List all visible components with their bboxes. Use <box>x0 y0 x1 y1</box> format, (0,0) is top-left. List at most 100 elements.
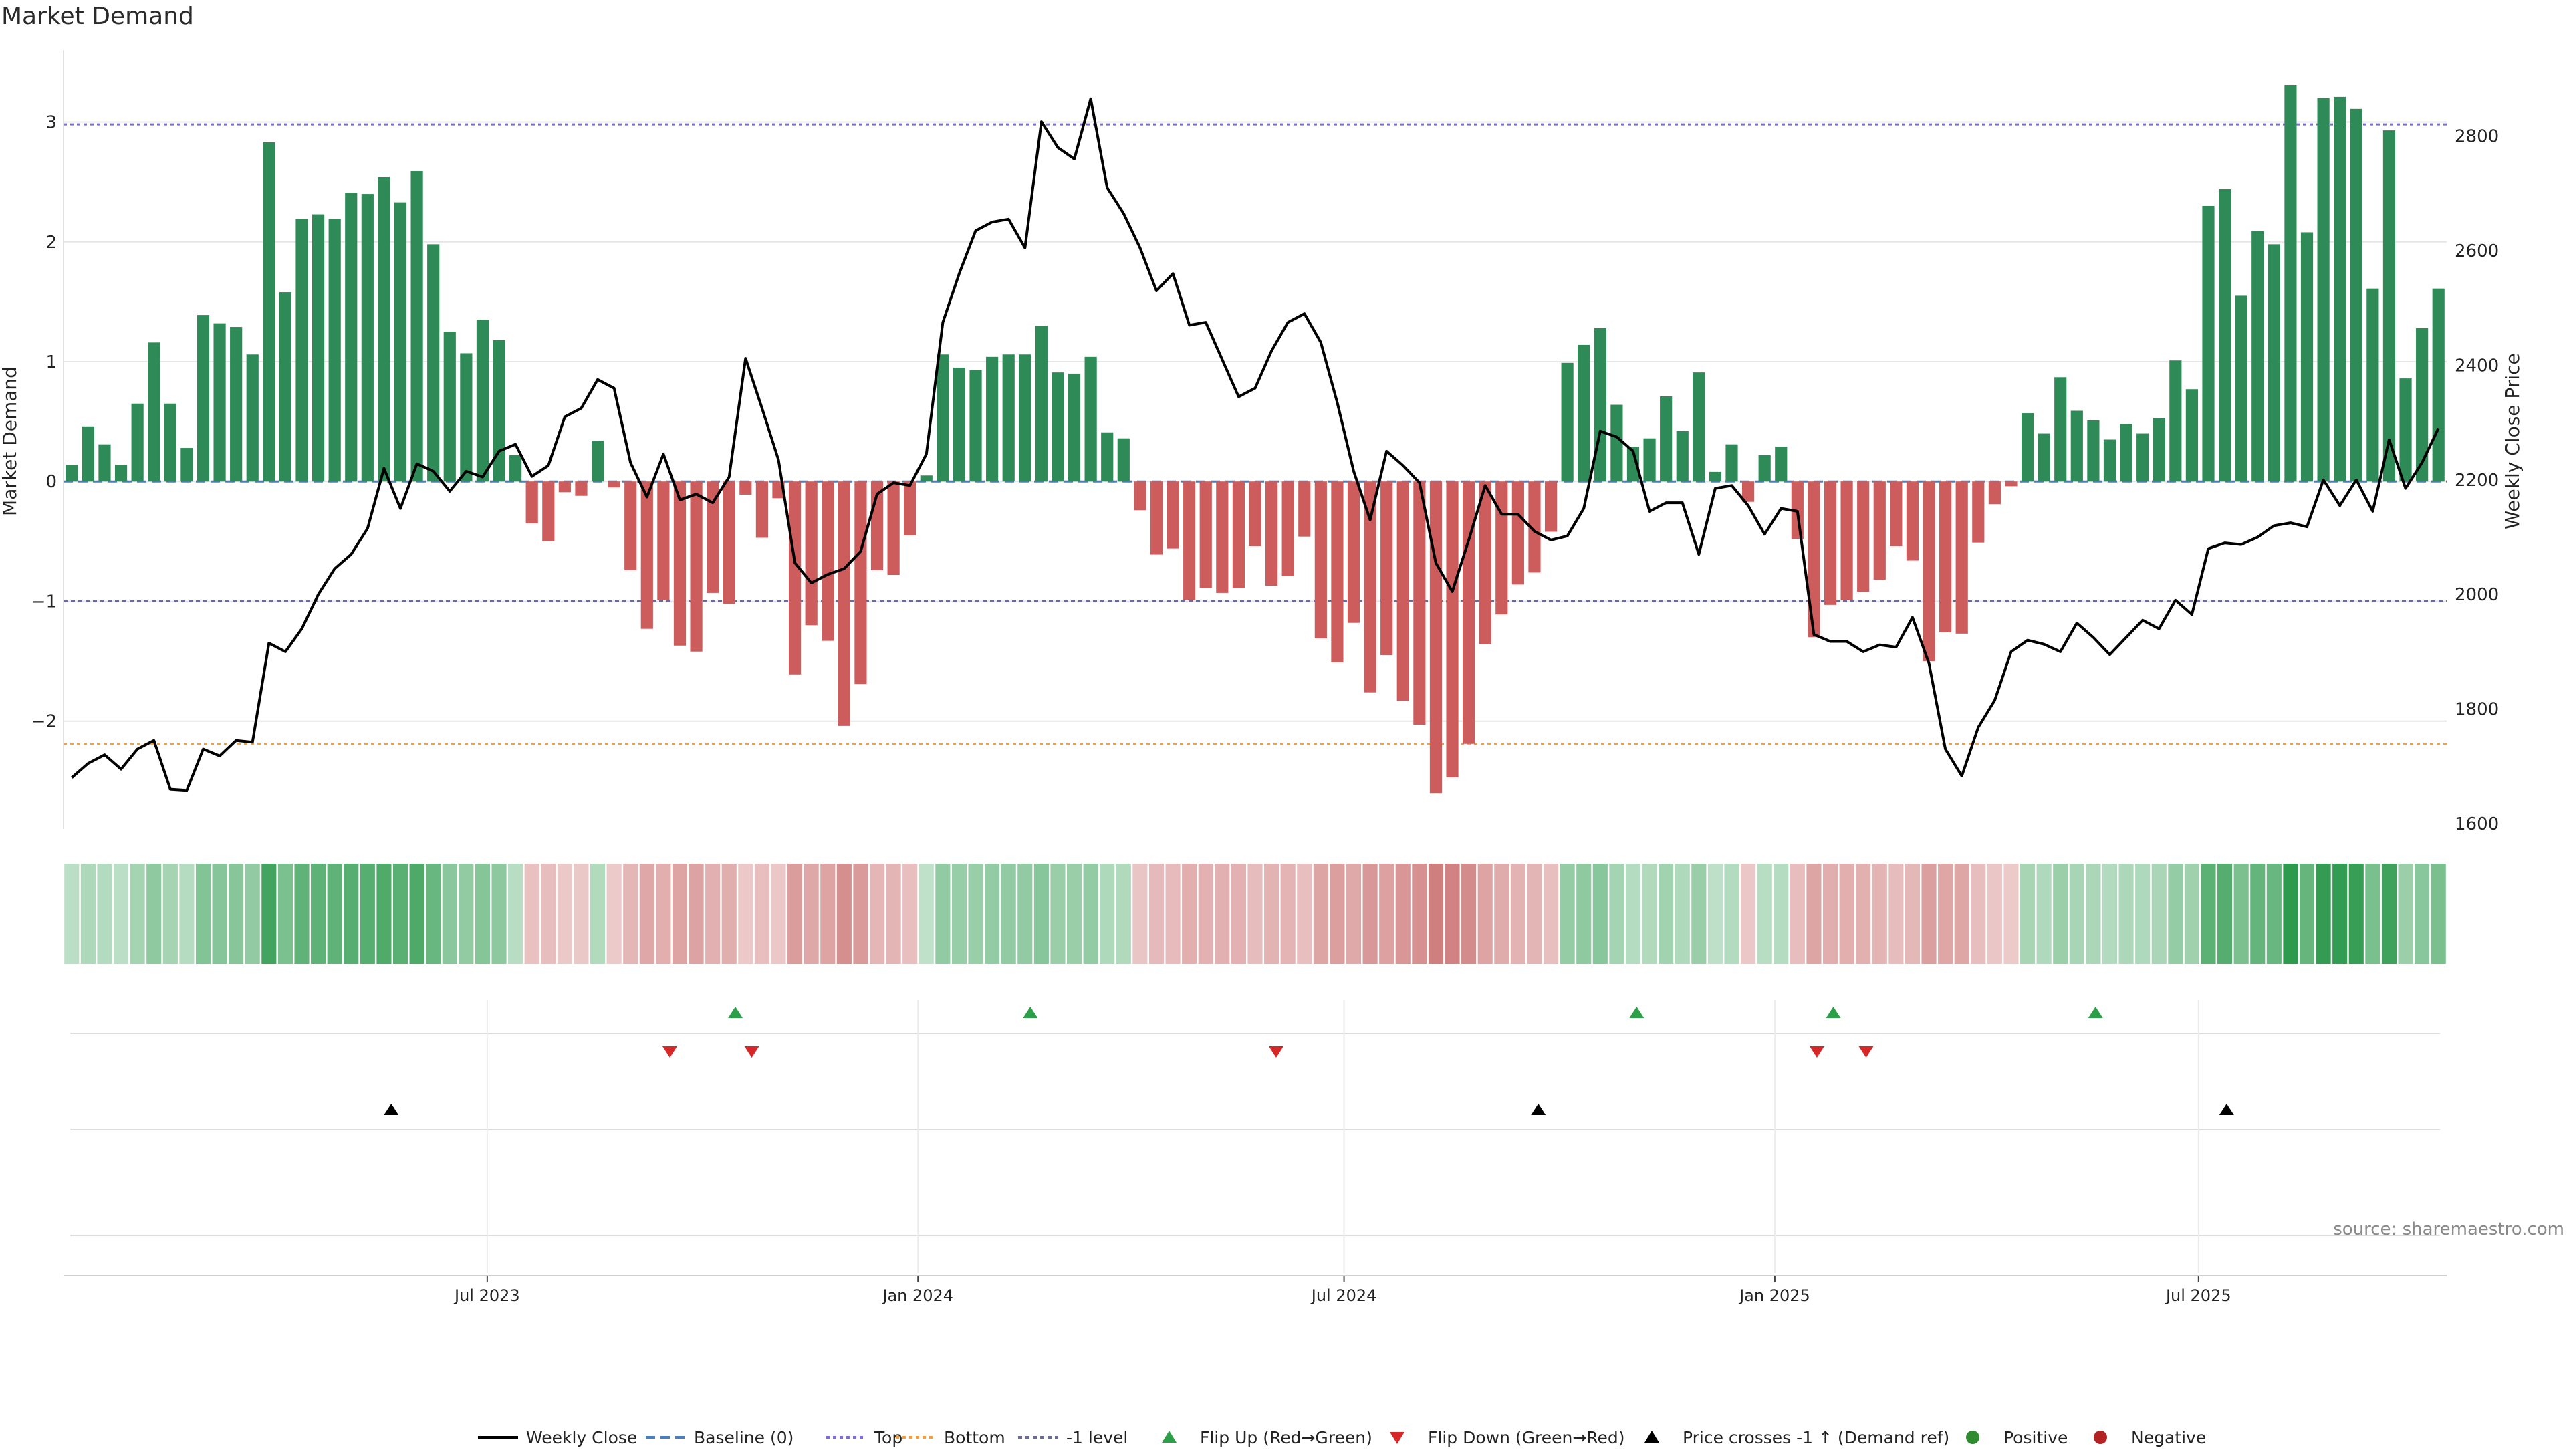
heat-cell <box>1724 864 1739 964</box>
demand-bar <box>575 481 588 496</box>
heat-cell <box>2381 864 2397 964</box>
heat-cell <box>229 864 244 964</box>
y2-tick-label: 1600 <box>2455 814 2499 834</box>
demand-bar <box>624 481 637 570</box>
heat-cell <box>1609 864 1624 964</box>
legend-label: Bottom <box>944 1428 1005 1447</box>
demand-bar <box>657 481 670 600</box>
heat-cell <box>294 864 310 964</box>
demand-bar <box>542 481 555 541</box>
heat-cell <box>311 864 326 964</box>
demand-bar <box>608 481 620 488</box>
heat-cell <box>179 864 195 964</box>
demand-bar <box>1183 481 1196 600</box>
heat-cell <box>1198 864 1213 964</box>
heat-cell <box>902 864 918 964</box>
demand-bar <box>2005 481 2018 487</box>
heat-cell <box>1247 864 1263 964</box>
heat-cell <box>2299 864 2315 964</box>
heat-cell <box>146 864 162 964</box>
heat-cell <box>459 864 474 964</box>
heat-cell <box>2201 864 2216 964</box>
heat-cell <box>1741 864 1756 964</box>
legend-item: Positive <box>1966 1428 2068 1447</box>
demand-bar <box>986 356 999 482</box>
heat-cell <box>1872 864 1887 964</box>
demand-bar <box>1824 481 1837 605</box>
heat-cell <box>130 864 145 964</box>
heat-cell <box>1445 864 1460 964</box>
flip-down-marker <box>1858 1046 1874 1058</box>
heat-cell <box>1477 864 1493 964</box>
demand-bar <box>2366 288 2379 482</box>
demand-bar <box>197 315 210 482</box>
demand-bar <box>148 342 160 482</box>
demand-bar <box>937 354 949 482</box>
demand-bar <box>164 403 176 482</box>
demand-bar <box>1314 481 1327 639</box>
heat-cell <box>1774 864 1789 964</box>
demand-bar <box>2235 295 2247 482</box>
heat-cell <box>508 864 523 964</box>
heat-cell <box>1116 864 1131 964</box>
demand-bar <box>1528 481 1541 573</box>
heat-cell <box>1017 864 1033 964</box>
demand-bar <box>114 465 128 482</box>
axes: 3 2 1 0 −1 −2 2800 2600 2400 2200 2000 1800 1600 <box>31 50 2499 834</box>
heat-cell <box>1856 864 1871 964</box>
demand-bar <box>1364 481 1376 693</box>
heat-cell <box>1231 864 1246 964</box>
heat-cell <box>1888 864 1904 964</box>
heat-cell <box>1428 864 1444 964</box>
demand-bar <box>904 481 916 535</box>
heat-cell <box>1642 864 1657 964</box>
heat-cell <box>754 864 769 964</box>
legend-item: Negative <box>2094 1428 2206 1447</box>
heat-cell <box>1691 864 1707 964</box>
heat-cell <box>2217 864 2233 964</box>
x-tick-label: Jan 2024 <box>881 1286 953 1305</box>
heat-cell <box>212 864 227 964</box>
heat-cell <box>2233 864 2249 964</box>
demand-bar <box>1857 481 1870 592</box>
flip-down-marker <box>1809 1046 1824 1058</box>
demand-bar <box>2202 206 2215 482</box>
demand-bar <box>805 481 818 626</box>
demand-bar <box>525 481 538 523</box>
demand-bar <box>2300 232 2314 482</box>
demand-bar <box>1249 481 1261 547</box>
demand-bar <box>1923 481 1935 662</box>
y2-tick-label: 2600 <box>2455 241 2499 261</box>
demand-bar <box>230 327 243 482</box>
heat-cell <box>277 864 293 964</box>
heat-cell <box>853 864 868 964</box>
heat-cell <box>97 864 112 964</box>
demand-bar <box>1035 326 1048 482</box>
heat-cell <box>195 864 211 964</box>
demand-bar <box>246 354 259 482</box>
price-cross-marker <box>384 1104 399 1115</box>
demand-bar <box>131 403 144 482</box>
heat-cell <box>1412 864 1427 964</box>
heat-cell <box>1527 864 1542 964</box>
flip-down-marker <box>662 1046 678 1058</box>
demand-bar <box>2185 389 2199 482</box>
demand-bar <box>2432 288 2445 482</box>
demand-bar <box>493 340 505 482</box>
heat-cell <box>1806 864 1822 964</box>
heat-cell <box>836 864 852 964</box>
y-tick-label: 2 <box>45 233 57 253</box>
demand-bar <box>822 481 834 641</box>
demand-bar <box>1495 481 1508 615</box>
heat-cell <box>541 864 556 964</box>
heat-cell <box>1132 864 1148 964</box>
source-label: source: sharemaestro.com <box>2333 1219 2564 1239</box>
heat-cell <box>869 864 885 964</box>
demand-bar <box>460 353 473 482</box>
demand-bar <box>1150 481 1163 555</box>
heat-cell <box>2415 864 2430 964</box>
demand-bar <box>410 171 423 482</box>
demand-bar <box>2087 420 2100 482</box>
heat-cell <box>1707 864 1723 964</box>
heat-cell <box>1033 864 1049 964</box>
